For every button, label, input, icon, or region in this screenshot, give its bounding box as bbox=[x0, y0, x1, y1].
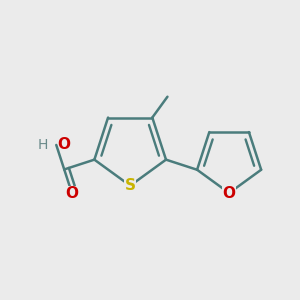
Text: S: S bbox=[125, 178, 136, 193]
Text: O: O bbox=[223, 185, 236, 200]
Text: H: H bbox=[37, 138, 48, 152]
Text: O: O bbox=[66, 186, 79, 201]
Text: O: O bbox=[57, 137, 70, 152]
